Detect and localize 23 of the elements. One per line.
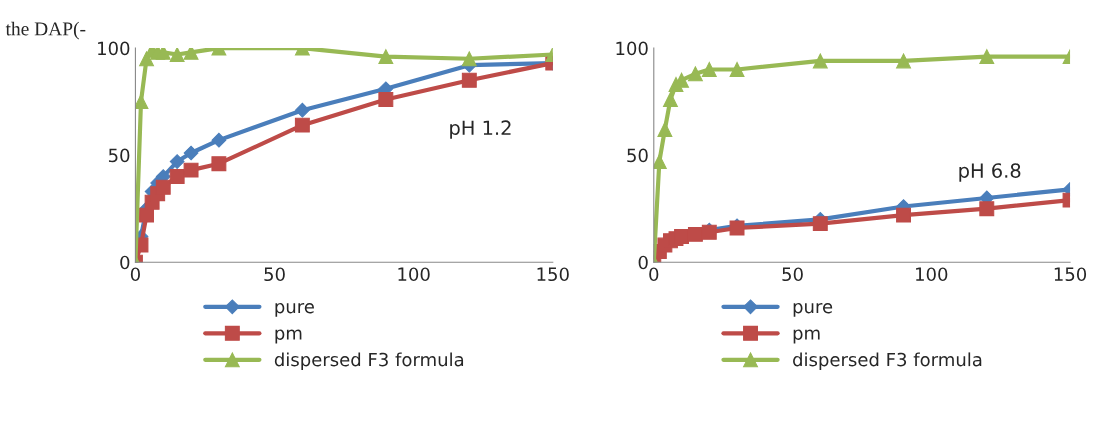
- y-tick-label: 100: [616, 41, 648, 56]
- y-tick-label: 100: [98, 41, 130, 56]
- y-tick-label: 50: [627, 148, 648, 163]
- y-tick-label: 0: [638, 255, 648, 270]
- legend-label: dispersed F3 formula: [793, 352, 982, 370]
- x-tick-label: 150: [537, 267, 569, 282]
- legend-label: pure: [793, 303, 833, 317]
- y-tick-label: 50: [108, 148, 130, 163]
- text: the DAP(-: [5, 21, 86, 40]
- x-tick-label: 100: [398, 267, 430, 282]
- x-tick-label: 0: [130, 267, 140, 282]
- legend-label: dispersed F3 formula: [274, 352, 464, 370]
- x-tick-label: 100: [916, 267, 948, 282]
- x-tick-label: 50: [782, 267, 803, 282]
- legend-label: pm: [793, 329, 820, 344]
- y-tick-label: 0: [120, 255, 130, 270]
- x-tick-label: 150: [1054, 267, 1087, 282]
- legend-label: pm: [275, 329, 302, 344]
- annotation: pH 6.8: [959, 163, 1021, 182]
- annotation: pH 1.2: [450, 120, 511, 139]
- legend-label: pure: [275, 303, 314, 317]
- x-tick-label: 50: [264, 267, 285, 282]
- x-tick-label: 0: [649, 267, 659, 282]
